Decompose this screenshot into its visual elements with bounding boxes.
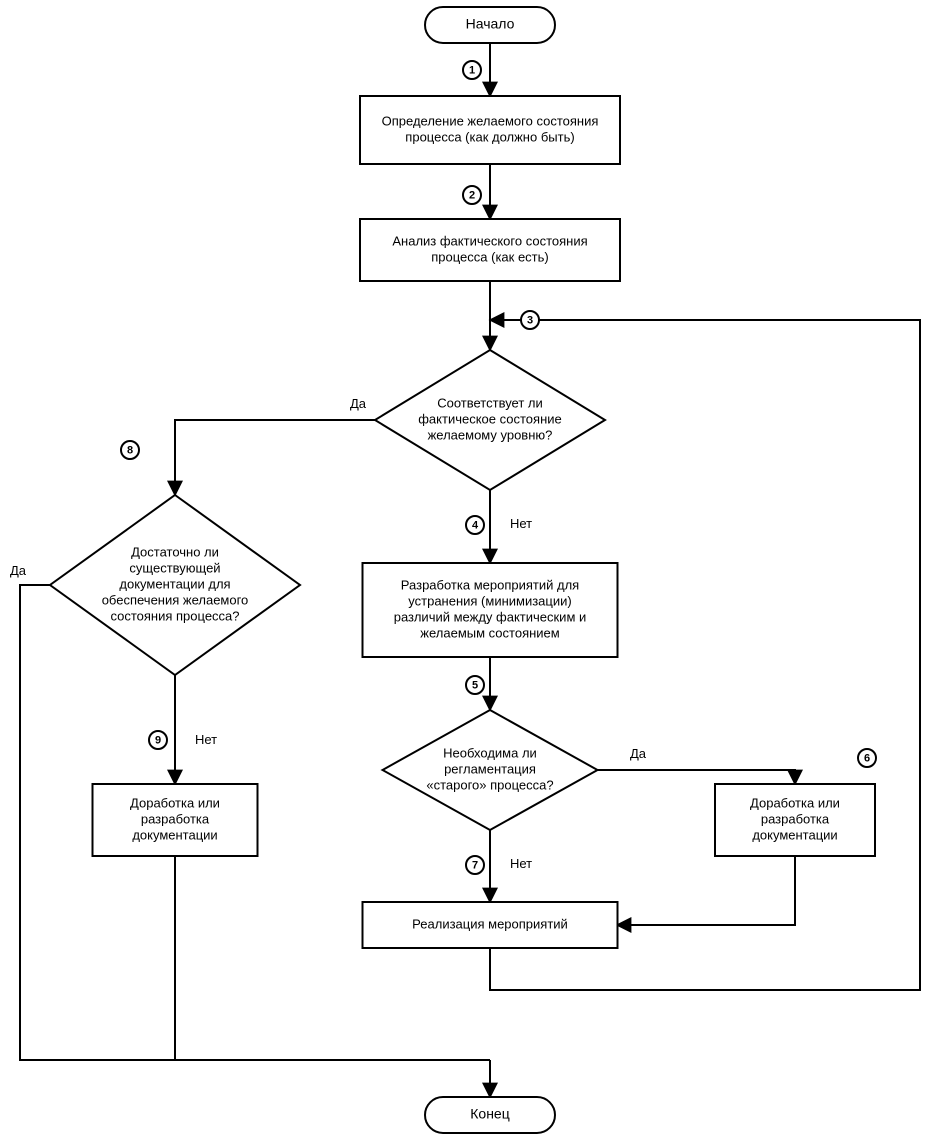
svg-text:Конец: Конец bbox=[470, 1106, 509, 1122]
svg-text:фактическое состояние: фактическое состояние bbox=[418, 411, 562, 426]
node-end: Конец bbox=[425, 1097, 555, 1133]
step-marker-4: 4 bbox=[466, 516, 484, 534]
svg-text:документации для: документации для bbox=[119, 576, 230, 591]
step-marker-1: 1 bbox=[463, 61, 481, 79]
step-marker-7: 7 bbox=[466, 856, 484, 874]
svg-text:«старого» процесса?: «старого» процесса? bbox=[426, 777, 553, 792]
step-marker-5: 5 bbox=[466, 676, 484, 694]
edge-label-e-d5-yes: Да bbox=[630, 746, 647, 761]
svg-text:1: 1 bbox=[469, 64, 475, 76]
edge-e-6-7 bbox=[617, 856, 795, 925]
svg-text:Реализация мероприятий: Реализация мероприятий bbox=[412, 916, 568, 931]
svg-text:Разработка мероприятий для: Разработка мероприятий для bbox=[401, 577, 579, 592]
svg-text:желаемым состоянием: желаемым состоянием bbox=[420, 625, 559, 640]
edge-e-9-merge bbox=[175, 856, 490, 1060]
svg-text:3: 3 bbox=[527, 314, 533, 326]
svg-text:6: 6 bbox=[864, 752, 870, 764]
svg-text:разработка: разработка bbox=[761, 811, 830, 826]
svg-text:существующей: существующей bbox=[129, 560, 220, 575]
edge-label-e-d8-yes: Да bbox=[10, 563, 27, 578]
svg-text:состояния процесса?: состояния процесса? bbox=[110, 608, 239, 623]
node-d8: Достаточно лисуществующейдокументации дл… bbox=[50, 495, 300, 675]
edge-label-e-d3-yes: Да bbox=[350, 396, 367, 411]
node-n1: Определение желаемого состоянияпроцесса … bbox=[360, 96, 620, 164]
svg-text:Соответствует ли: Соответствует ли bbox=[437, 395, 543, 410]
step-marker-6: 6 bbox=[858, 749, 876, 767]
svg-text:документации: документации bbox=[132, 827, 217, 842]
step-marker-9: 9 bbox=[149, 731, 167, 749]
svg-text:4: 4 bbox=[472, 519, 479, 531]
svg-text:7: 7 bbox=[472, 859, 478, 871]
svg-text:устранения (минимизации): устранения (минимизации) bbox=[408, 593, 571, 608]
svg-text:Доработка или: Доработка или bbox=[750, 795, 840, 810]
node-start: Начало bbox=[425, 7, 555, 43]
svg-text:Анализ фактического состояния: Анализ фактического состояния bbox=[392, 233, 587, 248]
svg-text:желаемому уровню?: желаемому уровню? bbox=[428, 427, 553, 442]
edge-e-d3-yes bbox=[175, 420, 375, 495]
svg-text:регламентация: регламентация bbox=[444, 761, 536, 776]
svg-text:5: 5 bbox=[472, 679, 478, 691]
svg-text:Необходима ли: Необходима ли bbox=[443, 745, 537, 760]
svg-text:различий между фактическим и: различий между фактическим и bbox=[394, 609, 587, 624]
svg-text:Начало: Начало bbox=[466, 16, 515, 32]
svg-text:Достаточно ли: Достаточно ли bbox=[131, 544, 219, 559]
step-marker-3: 3 bbox=[521, 311, 539, 329]
node-n9: Доработка илиразработкадокументации bbox=[93, 784, 258, 856]
step-marker-8: 8 bbox=[121, 441, 139, 459]
node-n2: Анализ фактического состоянияпроцесса (к… bbox=[360, 219, 620, 281]
svg-text:процесса (как должно быть): процесса (как должно быть) bbox=[405, 129, 574, 144]
node-d5: Необходима лирегламентация«старого» проц… bbox=[383, 710, 598, 830]
edge-label-e-d3-no: Нет bbox=[510, 516, 532, 531]
node-n6: Доработка илиразработкадокументации bbox=[715, 784, 875, 856]
svg-text:Доработка или: Доработка или bbox=[130, 795, 220, 810]
flowchart: Нет Да Нет Да Нет Да Начало Определение желаемо… bbox=[0, 0, 941, 1145]
svg-text:9: 9 bbox=[155, 734, 161, 746]
edge-label-e-d5-no: Нет bbox=[510, 856, 532, 871]
edge-label-e-d8-no: Нет bbox=[195, 732, 217, 747]
node-n7: Реализация мероприятий bbox=[363, 902, 618, 948]
svg-text:процесса (как есть): процесса (как есть) bbox=[431, 249, 549, 264]
node-n4: Разработка мероприятий дляустранения (ми… bbox=[363, 563, 618, 657]
step-marker-2: 2 bbox=[463, 186, 481, 204]
node-d3: Соответствует лифактическое состояниежел… bbox=[375, 350, 605, 490]
edge-e-d5-yes bbox=[597, 770, 795, 784]
svg-text:2: 2 bbox=[469, 189, 475, 201]
svg-text:документации: документации bbox=[752, 827, 837, 842]
svg-text:8: 8 bbox=[127, 444, 133, 456]
svg-text:разработка: разработка bbox=[141, 811, 210, 826]
svg-text:обеспечения желаемого: обеспечения желаемого bbox=[102, 592, 249, 607]
svg-text:Определение желаемого состояни: Определение желаемого состояния bbox=[382, 113, 599, 128]
